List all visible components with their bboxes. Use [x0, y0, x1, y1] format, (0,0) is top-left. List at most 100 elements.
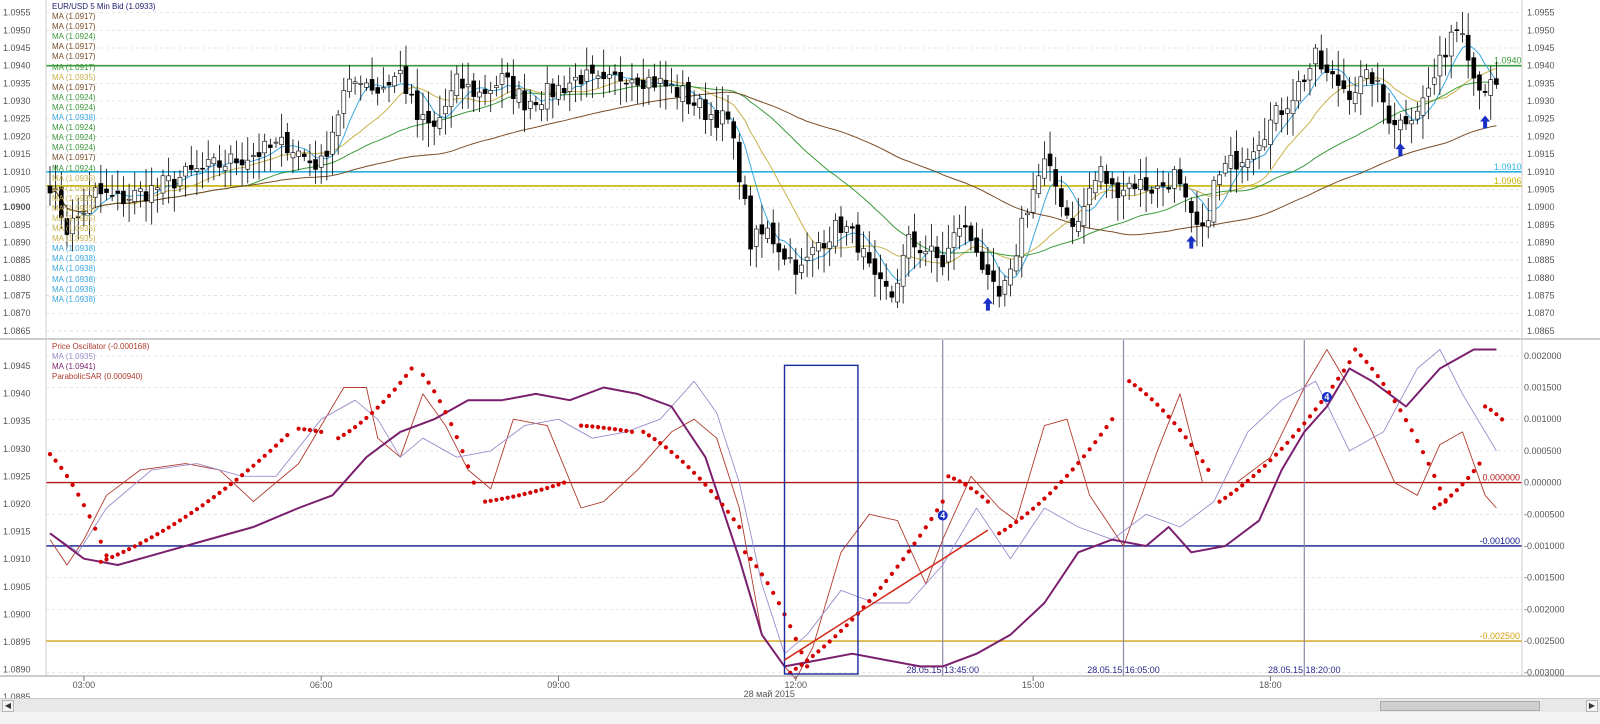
- candle-down: [1465, 34, 1471, 61]
- sar-dot: [652, 437, 657, 442]
- candle-down: [1183, 183, 1188, 198]
- candle-down: [1443, 54, 1448, 58]
- candle-up: [1431, 77, 1437, 85]
- candle-up: [183, 166, 188, 177]
- candle-down: [985, 264, 991, 275]
- candle-up: [1262, 139, 1268, 148]
- legend-entry: MA (1.0938): [52, 254, 96, 264]
- sar-dot: [409, 366, 414, 371]
- sar-dot: [488, 498, 493, 503]
- sar-dot: [935, 508, 940, 513]
- sar-dot: [968, 486, 974, 491]
- sar-dot: [584, 423, 589, 429]
- legend-entry: MA (1.0917): [52, 52, 96, 62]
- sar-dot: [669, 449, 674, 455]
- candle-down: [1064, 207, 1070, 216]
- candle-down: [878, 272, 883, 280]
- right-price-tick: 1.0900: [1527, 202, 1555, 212]
- left-price-tick: 1.0885: [3, 692, 31, 698]
- scroll-right-button[interactable]: ▶: [1586, 700, 1598, 712]
- candle-up: [262, 140, 268, 154]
- candle-up: [669, 84, 674, 86]
- horizontal-scrollbar[interactable]: ◀ ▶: [0, 698, 1600, 713]
- right-oscillator-tick: -0.000500: [1524, 509, 1565, 519]
- left-price-tick: 1.0880: [3, 273, 31, 283]
- left-price-tick: 1.0870: [3, 308, 31, 318]
- price-level-label: 1.0906: [1494, 176, 1522, 186]
- candle-down: [1059, 188, 1064, 208]
- numbered-markers[interactable]: 44: [937, 392, 1332, 521]
- sar-dot: [788, 624, 793, 629]
- vertical-time-markers[interactable]: 28.05.15 13:45:00 28.05.15 16:05:00 28.05.…: [906, 340, 1341, 676]
- right-price-tick: 1.0890: [1527, 238, 1555, 248]
- candle-down: [47, 185, 53, 194]
- sar-dot: [1477, 461, 1482, 466]
- candle-down: [623, 82, 629, 85]
- sar-dot: [1223, 495, 1228, 500]
- right-price-tick: 1.0910: [1527, 167, 1555, 177]
- candle-up: [765, 227, 770, 239]
- candle-down: [991, 270, 996, 282]
- sar-dot: [443, 410, 448, 415]
- sar-dot: [1228, 491, 1233, 496]
- scroll-thumb[interactable]: [1380, 701, 1540, 711]
- sar-dot: [725, 509, 731, 514]
- candle-down: [1403, 116, 1409, 125]
- sar-dot: [160, 528, 166, 533]
- ma-brown-line: [49, 91, 1497, 236]
- candle-down: [200, 167, 205, 170]
- candle-down: [1070, 218, 1075, 227]
- scroll-left-button[interactable]: ◀: [2, 700, 14, 712]
- candle-up: [1409, 120, 1414, 125]
- candle-down: [1324, 64, 1330, 73]
- sar-dot: [1296, 427, 1301, 433]
- sar-dot: [1290, 434, 1296, 439]
- candle-up: [1138, 179, 1143, 190]
- drawn-annotations[interactable]: [783, 364, 989, 675]
- sar-dot: [1076, 460, 1081, 466]
- sar-dot: [793, 636, 798, 642]
- candle-up: [697, 98, 703, 109]
- candle-up: [1002, 280, 1008, 295]
- legend-entry: ParabolicSAR (0.000940): [52, 372, 143, 382]
- sar-dot: [1200, 459, 1205, 464]
- legend-entry: MA (1.0935): [52, 213, 96, 223]
- candle-down: [239, 159, 245, 166]
- sar-dot: [1494, 412, 1499, 417]
- left-price-tick: 1.0910: [3, 554, 31, 564]
- left-price-tick: 1.0865: [3, 326, 31, 336]
- candle-down: [1109, 178, 1115, 185]
- candle-down: [618, 72, 623, 82]
- parabolic-sar-dots: [47, 347, 1505, 675]
- right-price-tick: 1.0870: [1527, 308, 1555, 318]
- candle-down: [324, 150, 330, 157]
- arrow-left-icon: ◀: [4, 701, 12, 710]
- time-tick-label: 12:00: [785, 680, 808, 690]
- sar-dot: [963, 482, 968, 487]
- candle-down: [1471, 57, 1477, 79]
- candle-up: [177, 177, 183, 187]
- upper-level-lines[interactable]: 1.0940 1.0910 1.0906: [46, 56, 1522, 187]
- sar-dot: [692, 470, 697, 475]
- candle-up: [477, 91, 482, 98]
- candle-up: [228, 153, 234, 164]
- sar-dot: [1460, 482, 1465, 487]
- candle-down: [1482, 90, 1488, 93]
- candle-down: [782, 248, 787, 260]
- sar-dot: [1341, 368, 1346, 373]
- chart-canvas[interactable]: 1.0940 1.0910 1.0906 0.000000 -0.001000 -0.0…: [0, 0, 1600, 698]
- candle-up: [607, 74, 612, 79]
- legend-entry: MA (1.0917): [52, 153, 96, 163]
- candle-up: [420, 114, 426, 120]
- left-price-tick: 1.0945: [3, 361, 31, 371]
- legend-entry: MA (1.0924): [52, 163, 96, 173]
- signal-arrows[interactable]: [982, 115, 1491, 311]
- up-arrow-icon: [1480, 115, 1491, 129]
- sar-dot: [827, 639, 832, 644]
- sar-dot: [1375, 374, 1380, 379]
- candle-up: [448, 90, 454, 107]
- sar-dot: [663, 445, 669, 450]
- sar-dot: [381, 399, 386, 404]
- sar-dot: [822, 644, 827, 649]
- candle-down: [940, 254, 946, 268]
